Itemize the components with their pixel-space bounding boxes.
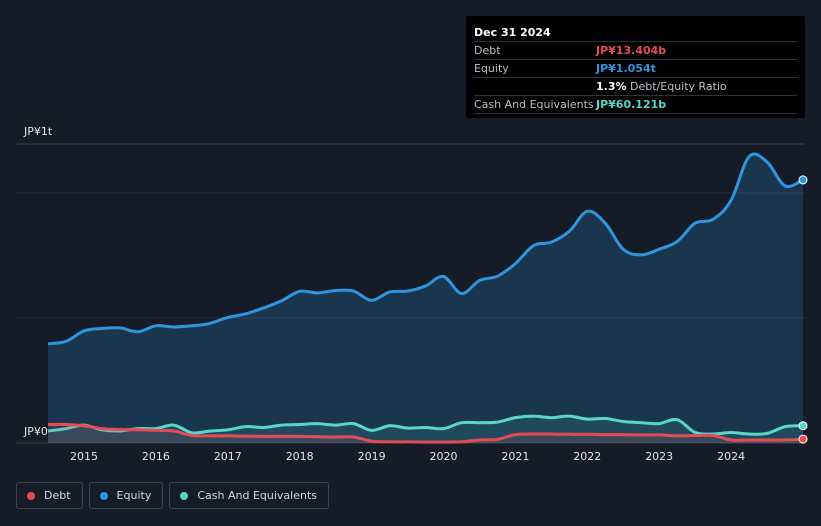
tooltip-row-ratio: 1.3% Debt/Equity Ratio bbox=[474, 77, 797, 95]
y-tick-label-top: JP¥1t bbox=[23, 125, 53, 138]
cash-endpoint-marker[interactable] bbox=[798, 421, 808, 431]
chart-legend: Debt Equity Cash And Equivalents bbox=[16, 482, 329, 509]
y-tick-label-bottom: JP¥0 bbox=[23, 425, 48, 438]
legend-item-cash[interactable]: Cash And Equivalents bbox=[169, 482, 329, 509]
x-tick-label: 2016 bbox=[142, 450, 170, 463]
x-tick-label: 2024 bbox=[717, 450, 745, 463]
legend-label-cash: Cash And Equivalents bbox=[197, 489, 317, 502]
x-tick-label: 2020 bbox=[430, 450, 458, 463]
equity-area bbox=[48, 154, 803, 444]
debt-series-line bbox=[47, 422, 804, 444]
legend-label-debt: Debt bbox=[44, 489, 71, 502]
tooltip-row-debt: Debt JP¥13.404b bbox=[474, 41, 797, 59]
tooltip-panel: Dec 31 2024 Debt JP¥13.404b Equity JP¥1.… bbox=[466, 16, 805, 118]
x-tick-label: 2019 bbox=[358, 450, 386, 463]
x-tick-label: 2021 bbox=[501, 450, 529, 463]
tooltip-ratio-text: Debt/Equity Ratio bbox=[630, 80, 727, 93]
tooltip-ratio-value: 1.3% bbox=[596, 80, 627, 93]
x-tick-label: 2018 bbox=[286, 450, 314, 463]
equity-endpoint-marker[interactable] bbox=[798, 175, 808, 185]
legend-dot-equity-icon bbox=[99, 491, 108, 500]
legend-dot-debt-icon bbox=[27, 491, 35, 500]
legend-item-debt[interactable]: Debt bbox=[16, 482, 83, 509]
equity-series-line bbox=[47, 152, 804, 346]
legend-label-equity: Equity bbox=[116, 489, 152, 502]
legend-item-equity[interactable]: Equity bbox=[88, 482, 164, 509]
tooltip-equity-label: Equity bbox=[474, 62, 509, 75]
debt-area bbox=[48, 424, 803, 443]
tooltip-debt-label: Debt bbox=[474, 44, 501, 57]
x-tick-label: 2017 bbox=[214, 450, 242, 463]
tooltip-row-equity: Equity JP¥1.054t bbox=[474, 59, 797, 77]
x-tick-label: 2023 bbox=[645, 450, 673, 463]
debt-endpoint-marker[interactable] bbox=[798, 434, 808, 444]
tooltip-equity-value: JP¥1.054t bbox=[596, 62, 656, 75]
tooltip-row-cash: Cash And Equivalents JP¥60.121b bbox=[474, 95, 797, 114]
tooltip-debt-value: JP¥13.404b bbox=[596, 44, 667, 57]
x-tick-label: 2022 bbox=[573, 450, 601, 463]
tooltip-ratio: 1.3% Debt/Equity Ratio bbox=[596, 78, 727, 95]
tooltip-date: Dec 31 2024 bbox=[474, 26, 551, 39]
tooltip-cash-label: Cash And Equivalents bbox=[474, 98, 594, 111]
x-tick-label: 2015 bbox=[70, 450, 98, 463]
legend-dot-cash-icon bbox=[180, 491, 189, 500]
tooltip-cash-value: JP¥60.121b bbox=[596, 98, 667, 111]
cash-series-line bbox=[47, 414, 804, 436]
tooltip-ratio-spacer bbox=[474, 78, 596, 95]
